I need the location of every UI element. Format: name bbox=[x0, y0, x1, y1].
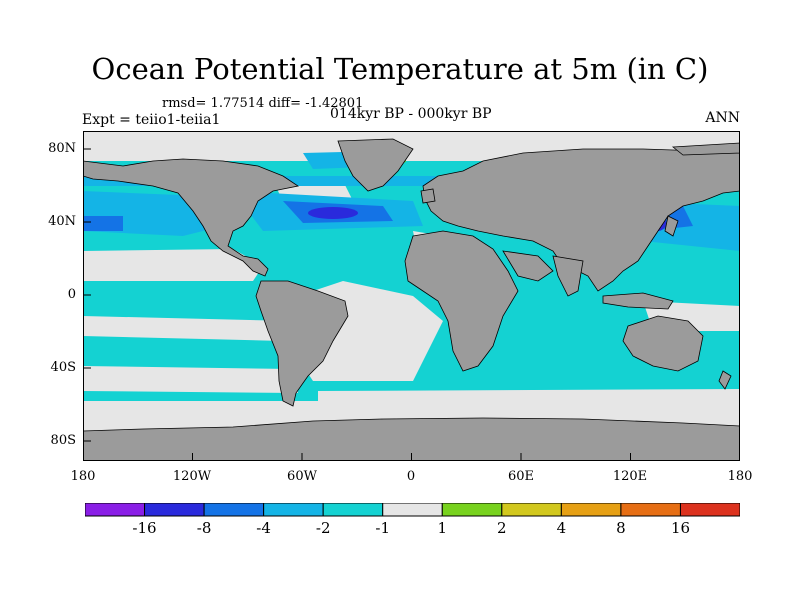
colorbar-label: -1 bbox=[375, 519, 390, 537]
axis-ticks bbox=[83, 148, 631, 461]
lat-label-40s: 40S bbox=[50, 360, 76, 375]
colorbar-swatch bbox=[441, 503, 503, 517]
lat-label-40n: 40N bbox=[48, 214, 76, 229]
period-label: 014kyr BP - 000kyr BP bbox=[330, 106, 492, 122]
colorbar-swatch bbox=[85, 503, 146, 517]
colorbar-swatch bbox=[263, 503, 324, 517]
lon-label-60w: 60W bbox=[287, 469, 317, 484]
colorbar-label: -8 bbox=[196, 519, 212, 537]
ocean-temperature-map bbox=[83, 131, 740, 461]
colorbar-swatch bbox=[382, 503, 443, 517]
colorbar-swatch bbox=[322, 503, 384, 517]
colorbar-label: 16 bbox=[670, 519, 691, 537]
colorbar-label: -16 bbox=[132, 519, 157, 537]
colorbar-swatch bbox=[620, 503, 681, 517]
colorbar-swatch bbox=[144, 503, 205, 517]
colorbar-swatch bbox=[501, 503, 562, 517]
colorbar-label: 2 bbox=[497, 519, 507, 537]
lat-label-80n: 80N bbox=[48, 141, 76, 156]
land-masses bbox=[83, 138, 740, 461]
experiment-label: Expt = teiio1-teiia1 bbox=[82, 112, 221, 128]
map-title: Ocean Potential Temperature at 5m (in C) bbox=[91, 52, 709, 86]
lon-label-60e: 60E bbox=[507, 469, 535, 484]
colorbar-label: 8 bbox=[616, 519, 626, 537]
lon-label-180e: 180 bbox=[727, 469, 753, 484]
colorbar-label: 4 bbox=[556, 519, 567, 537]
colorbar-swatch bbox=[203, 503, 265, 517]
colorbar-label: -4 bbox=[256, 519, 271, 537]
lon-label-120e: 120E bbox=[612, 469, 648, 484]
lon-label-120w: 120W bbox=[172, 469, 212, 484]
stats-label: rmsd= 1.77514 diff= -1.42801 bbox=[162, 96, 364, 111]
colorbar-swatch bbox=[679, 503, 740, 517]
colorbar-label: 1 bbox=[437, 519, 448, 537]
lat-label-0: 0 bbox=[67, 287, 76, 302]
colorbar-label: -2 bbox=[315, 519, 331, 537]
lat-label-80s: 80S bbox=[50, 433, 76, 448]
colorbar bbox=[85, 503, 740, 517]
season-label: ANN bbox=[705, 110, 740, 126]
colorbar-swatch bbox=[560, 503, 622, 517]
lon-label-180w: 180 bbox=[70, 469, 96, 484]
lon-label-0: 0 bbox=[406, 469, 416, 484]
